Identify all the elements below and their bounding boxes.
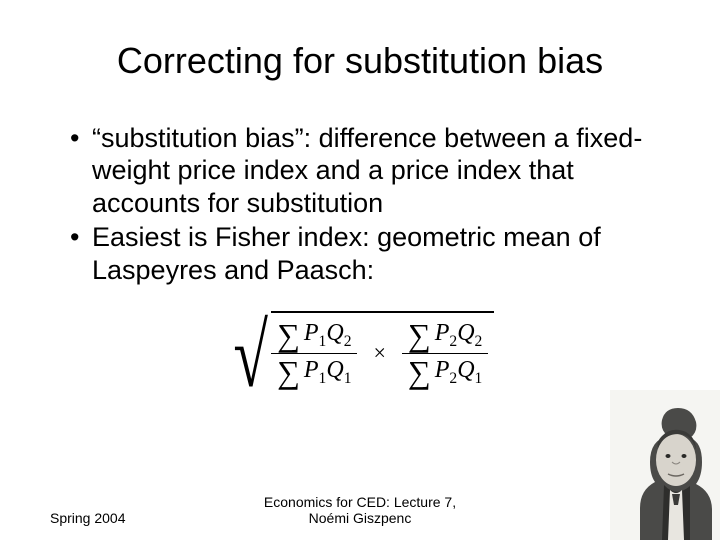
footer-course: Economics for CED: Lecture 7, Noémi Gisz… xyxy=(190,494,530,526)
footer-date: Spring 2004 xyxy=(50,510,190,526)
bullet-item: Easiest is Fisher index: geometric mean … xyxy=(70,221,670,286)
slide-title: Correcting for substitution bias xyxy=(50,40,670,82)
sigma-icon: ∑ xyxy=(408,319,431,351)
fraction-1: ∑ P1Q2 ∑ P1Q1 xyxy=(271,319,357,388)
radicand: ∑ P1Q2 ∑ P1Q1 × xyxy=(271,311,494,390)
bullet-item: “substitution bias”: difference between … xyxy=(70,122,670,219)
bullet-list: “substitution bias”: difference between … xyxy=(50,122,670,286)
sigma-icon: ∑ xyxy=(277,319,300,351)
sigma-icon: ∑ xyxy=(277,356,300,388)
slide: Correcting for substitution bias “substi… xyxy=(0,0,720,540)
square-root: √ ∑ P1Q2 ∑ P1Q1 xyxy=(226,311,495,390)
sum-term: ∑ P2Q2 xyxy=(408,319,482,351)
radical-icon: √ xyxy=(233,323,268,391)
sigma-icon: ∑ xyxy=(408,356,431,388)
sum-term: ∑ P2Q1 xyxy=(408,356,482,388)
formula: √ ∑ P1Q2 ∑ P1Q1 xyxy=(50,311,670,390)
sum-term: ∑ P1Q2 xyxy=(277,319,351,351)
sum-term: ∑ P1Q1 xyxy=(277,356,351,388)
fraction-2: ∑ P2Q2 ∑ P2Q1 xyxy=(402,319,488,388)
portrait-image xyxy=(610,390,720,540)
times-symbol: × xyxy=(369,340,389,366)
